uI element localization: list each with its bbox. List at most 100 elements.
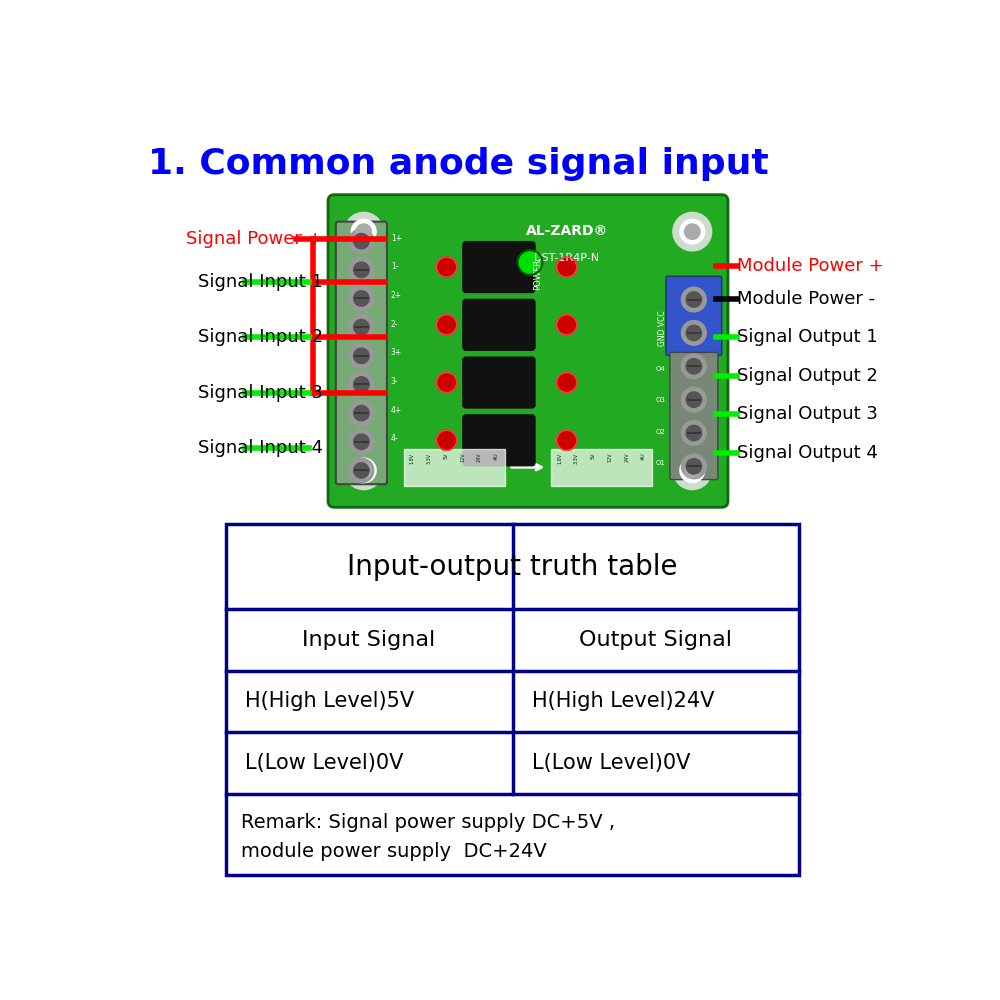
FancyBboxPatch shape xyxy=(404,449,505,486)
Circle shape xyxy=(686,359,702,374)
Circle shape xyxy=(354,233,369,249)
Circle shape xyxy=(344,451,383,490)
Text: Signal Power +: Signal Power + xyxy=(186,230,323,248)
Circle shape xyxy=(681,354,706,379)
Circle shape xyxy=(685,463,700,478)
Text: Signal Output 3: Signal Output 3 xyxy=(737,405,878,423)
Circle shape xyxy=(354,262,369,278)
Circle shape xyxy=(437,257,457,277)
Circle shape xyxy=(681,387,706,412)
Circle shape xyxy=(685,224,700,239)
Text: module power supply  DC+24V: module power supply DC+24V xyxy=(241,842,547,861)
Text: 5V: 5V xyxy=(591,453,596,459)
Text: Signal Input 4: Signal Input 4 xyxy=(198,439,323,457)
Circle shape xyxy=(349,343,374,368)
FancyBboxPatch shape xyxy=(336,222,387,484)
Text: DST-1R4P-N: DST-1R4P-N xyxy=(534,253,600,263)
Circle shape xyxy=(351,219,376,244)
Text: Signal Input 3: Signal Input 3 xyxy=(198,384,323,402)
Circle shape xyxy=(349,429,374,454)
Text: Input Signal: Input Signal xyxy=(302,630,436,650)
FancyBboxPatch shape xyxy=(328,195,728,507)
Text: #U: #U xyxy=(494,453,499,460)
Text: POWER: POWER xyxy=(533,259,542,290)
Circle shape xyxy=(349,401,374,425)
FancyBboxPatch shape xyxy=(463,299,535,350)
Text: L(Low Level)0V: L(Low Level)0V xyxy=(245,753,404,773)
Text: Input-output truth table: Input-output truth table xyxy=(347,553,678,581)
Circle shape xyxy=(354,434,369,449)
Circle shape xyxy=(680,219,705,244)
Text: Signal Input 1: Signal Input 1 xyxy=(198,273,323,291)
Text: Signal Output 1: Signal Output 1 xyxy=(737,328,878,346)
Circle shape xyxy=(681,454,706,479)
Circle shape xyxy=(354,291,369,306)
Circle shape xyxy=(681,421,706,445)
FancyBboxPatch shape xyxy=(463,242,535,292)
Text: 12V: 12V xyxy=(608,453,613,462)
Text: Signal Output 4: Signal Output 4 xyxy=(737,444,878,462)
Circle shape xyxy=(557,373,577,393)
Text: 5V: 5V xyxy=(443,453,448,459)
Circle shape xyxy=(354,377,369,392)
Circle shape xyxy=(356,463,371,478)
Circle shape xyxy=(686,392,702,407)
Circle shape xyxy=(557,257,577,277)
FancyBboxPatch shape xyxy=(666,276,722,355)
Text: 24V: 24V xyxy=(624,453,629,462)
Text: Remark: Signal power supply DC+5V ,: Remark: Signal power supply DC+5V , xyxy=(241,813,615,832)
Text: O2: O2 xyxy=(655,429,665,435)
Circle shape xyxy=(349,315,374,339)
Text: 2-: 2- xyxy=(391,320,398,329)
Text: L(Low Level)0V: L(Low Level)0V xyxy=(532,753,690,773)
Text: 2+: 2+ xyxy=(391,291,402,300)
Text: GND VCC: GND VCC xyxy=(658,310,667,346)
Text: 1.8V: 1.8V xyxy=(410,453,415,464)
Text: H(High Level)24V: H(High Level)24V xyxy=(532,691,714,711)
Circle shape xyxy=(349,257,374,282)
Text: Module Power +: Module Power + xyxy=(737,257,884,275)
Circle shape xyxy=(686,425,702,441)
Circle shape xyxy=(681,287,706,312)
Text: 4+: 4+ xyxy=(391,406,402,415)
Text: Output Signal: Output Signal xyxy=(579,630,732,650)
Text: 3-: 3- xyxy=(391,377,398,386)
Text: 3.3V: 3.3V xyxy=(427,453,432,464)
Text: 12V: 12V xyxy=(460,453,465,462)
Text: AL-ZARD®: AL-ZARD® xyxy=(526,224,608,238)
Text: 1.8V: 1.8V xyxy=(557,453,562,464)
Text: H(High Level)5V: H(High Level)5V xyxy=(245,691,414,711)
Text: 1-: 1- xyxy=(391,262,398,271)
FancyBboxPatch shape xyxy=(463,357,535,408)
Text: O3: O3 xyxy=(655,397,665,403)
Text: Signal Input 2: Signal Input 2 xyxy=(198,328,323,346)
Circle shape xyxy=(686,325,702,341)
Text: Module Power -: Module Power - xyxy=(737,290,875,308)
Circle shape xyxy=(349,372,374,397)
Circle shape xyxy=(356,224,371,239)
Text: 3.3V: 3.3V xyxy=(574,453,579,464)
Circle shape xyxy=(673,451,712,490)
Text: 4-: 4- xyxy=(391,434,398,443)
Text: 3+: 3+ xyxy=(391,348,402,357)
Circle shape xyxy=(354,319,369,335)
Circle shape xyxy=(351,458,376,483)
Circle shape xyxy=(681,321,706,345)
Circle shape xyxy=(354,463,369,478)
Circle shape xyxy=(518,250,542,275)
FancyBboxPatch shape xyxy=(551,449,652,486)
Circle shape xyxy=(686,459,702,474)
Circle shape xyxy=(557,430,577,450)
FancyBboxPatch shape xyxy=(226,524,799,875)
Circle shape xyxy=(673,212,712,251)
Circle shape xyxy=(344,212,383,251)
Text: 24V: 24V xyxy=(477,453,482,462)
Circle shape xyxy=(354,405,369,421)
Circle shape xyxy=(437,315,457,335)
FancyBboxPatch shape xyxy=(670,352,718,480)
Circle shape xyxy=(349,458,374,483)
Circle shape xyxy=(437,373,457,393)
Text: Signal Output 2: Signal Output 2 xyxy=(737,367,878,385)
Circle shape xyxy=(557,315,577,335)
Circle shape xyxy=(680,458,705,483)
